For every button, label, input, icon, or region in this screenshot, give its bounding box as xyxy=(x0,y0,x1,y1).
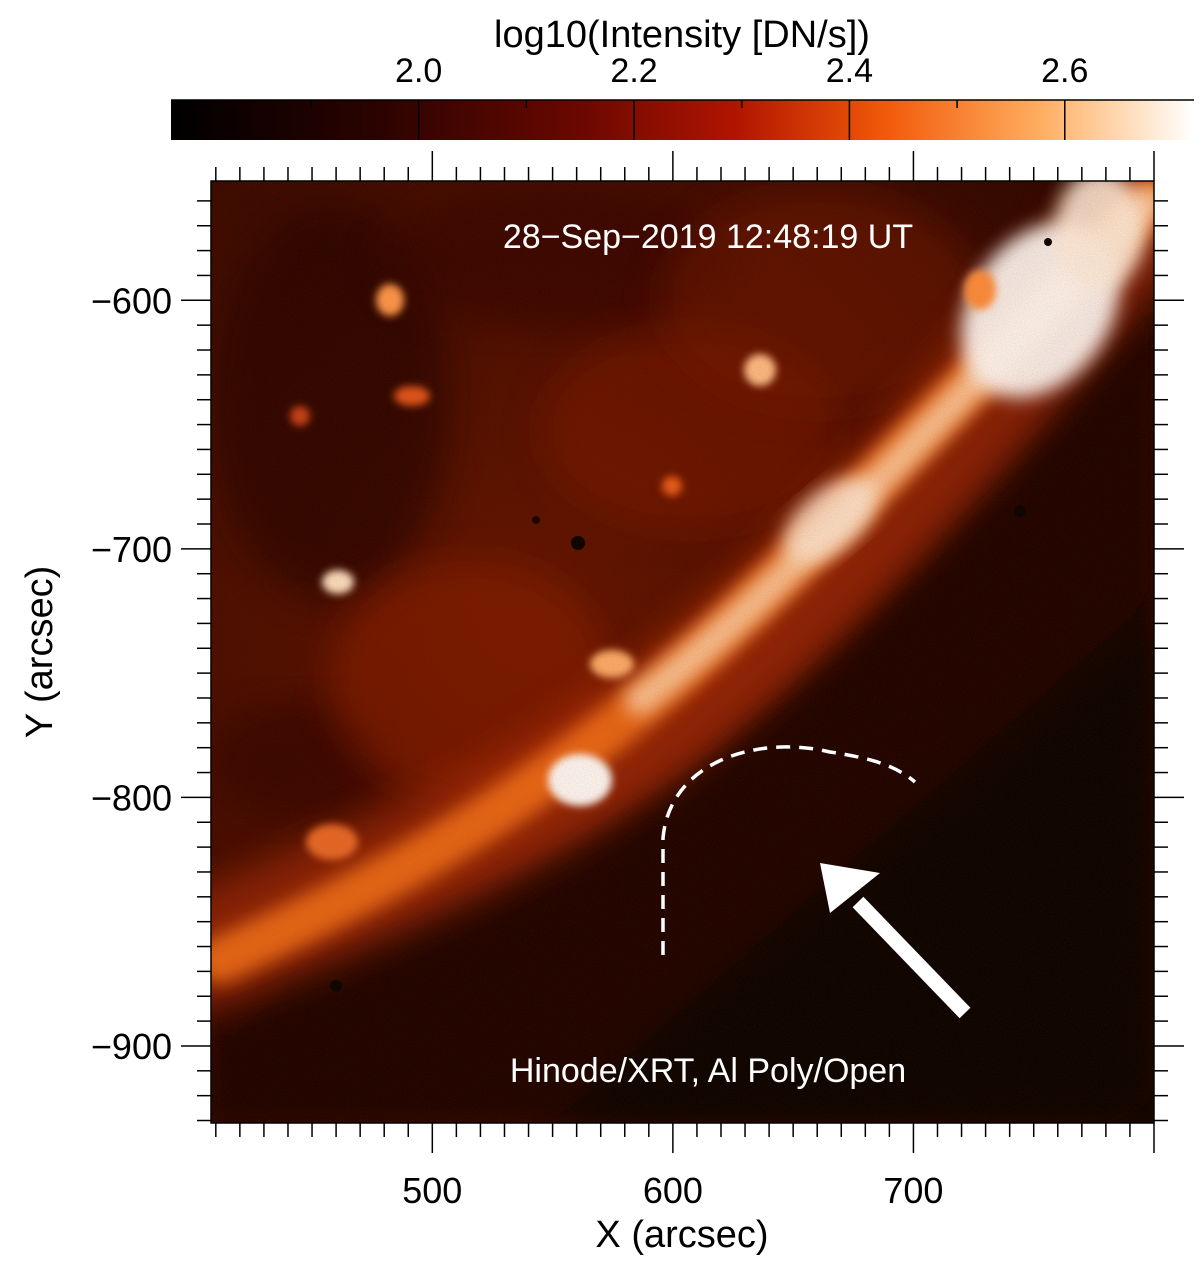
timestamp-label: 28−Sep−2019 12:48:19 UT xyxy=(503,218,913,256)
y-tick-label: −800 xyxy=(91,777,172,818)
x-tick-labels: 500 600 700 xyxy=(402,1170,943,1211)
colorbar-tick-label: 2.6 xyxy=(1041,52,1088,90)
colorbar-title: log10(Intensity [DN/s]) xyxy=(494,14,870,56)
colorbar-bar xyxy=(171,100,1194,140)
y-tick-label: −600 xyxy=(91,280,172,321)
y-axis-label: Y (arcsec) xyxy=(19,566,61,738)
x-tick-label: 700 xyxy=(883,1170,943,1211)
x-tick-label: 600 xyxy=(643,1170,703,1211)
axis-ticks xyxy=(181,151,1184,1153)
instrument-label: Hinode/XRT, Al Poly/Open xyxy=(510,1052,906,1090)
colorbar-tick-label: 2.2 xyxy=(610,52,657,90)
y-tick-label: −900 xyxy=(91,1026,172,1067)
colorbar-ticks xyxy=(310,100,1066,140)
colorbar-tick-labels: 2.0 2.2 2.4 2.6 xyxy=(395,52,1088,90)
x-tick-label: 500 xyxy=(402,1170,462,1211)
colorbar: log10(Intensity [DN/s]) 2.0 2.2 2.4 2.6 xyxy=(171,14,1194,140)
colorbar-tick-label: 2.4 xyxy=(826,52,873,90)
y-tick-labels: −600 −700 −800 −900 xyxy=(91,280,172,1067)
solar-image: 28−Sep−2019 12:48:19 UT Hinode/XRT, Al P… xyxy=(211,181,1154,1123)
x-axis-label: X (arcsec) xyxy=(595,1214,768,1256)
plot-frame xyxy=(210,180,1155,1124)
pointer-arrow xyxy=(820,863,971,1019)
colorbar-tick-label: 2.0 xyxy=(395,52,442,90)
y-tick-label: −700 xyxy=(91,529,172,570)
noise-texture xyxy=(211,181,1154,1123)
